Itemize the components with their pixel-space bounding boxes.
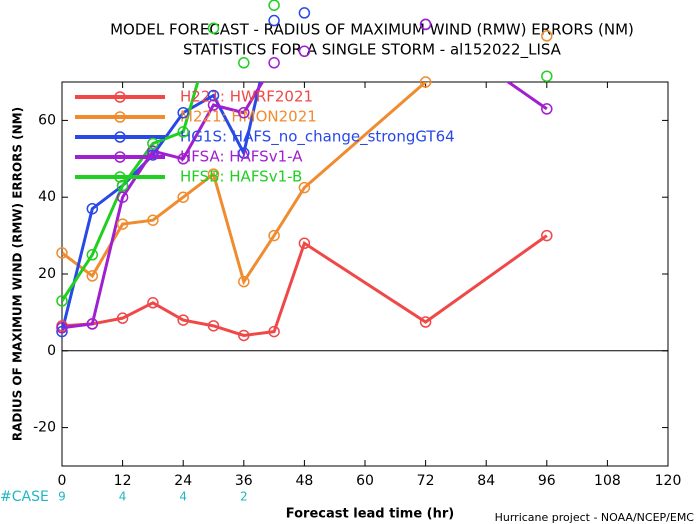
series-line: [62, 82, 262, 332]
series-marker: [177, 126, 189, 138]
x-tick-label: 12: [114, 473, 132, 489]
x-tick-label: 48: [295, 473, 313, 489]
x-axis-label: Forecast lead time (hr): [286, 507, 454, 522]
series-marker: [177, 106, 189, 119]
series-marker: [56, 295, 68, 307]
legend-label: HFSA: HAFSv1-A: [180, 148, 303, 166]
case-count: 4: [179, 490, 187, 504]
series-marker: [116, 312, 129, 324]
plot-lines: [62, 82, 548, 337]
series-marker: [207, 22, 220, 34]
series-marker: [147, 214, 159, 226]
series-marker: [56, 247, 68, 259]
case-count: 4: [119, 490, 127, 504]
series-marker: [419, 76, 432, 88]
series-marker: [541, 229, 553, 242]
series-marker: [177, 314, 189, 326]
y-tick-label: 60: [38, 112, 56, 128]
series-marker: [86, 202, 99, 215]
legend-marker: [114, 111, 126, 123]
series-marker: [238, 106, 250, 119]
legend-label: H221: HWRF2021: [180, 88, 313, 106]
series-marker: [86, 270, 99, 282]
x-tick-label: 36: [235, 473, 253, 489]
series-marker: [298, 181, 311, 194]
y-tick-label: 20: [38, 266, 56, 282]
series-marker: [116, 218, 129, 230]
x-tick-label: 84: [477, 473, 495, 489]
series-marker: [116, 191, 129, 203]
series-marker: [86, 318, 99, 330]
series-marker: [298, 7, 311, 19]
series-line: [62, 82, 200, 302]
x-tick-label: 72: [417, 473, 435, 489]
legend-marker: [114, 151, 126, 163]
series-marker: [238, 57, 250, 69]
legend-label: HFSB: HAFSv1-B: [180, 168, 302, 186]
x-tick-label: 60: [356, 473, 374, 489]
series-marker: [541, 70, 553, 82]
series-marker: [419, 316, 432, 328]
series-marker: [207, 320, 220, 332]
series-marker: [147, 149, 159, 161]
y-tick-label: 40: [38, 189, 56, 205]
x-tick-label: 0: [58, 473, 67, 489]
chart-title: MODEL FORECAST - RADIUS OF MAXIMUM WIND …: [110, 21, 634, 39]
series-marker: [268, 229, 280, 242]
series-marker: [207, 99, 220, 111]
x-tick-label: 108: [594, 473, 621, 489]
series-marker: [238, 275, 250, 288]
series-marker: [177, 153, 189, 165]
case-label: #CASE: [0, 489, 49, 505]
case-count: 2: [240, 490, 248, 504]
series-line: [62, 234, 548, 337]
series-marker: [298, 237, 311, 250]
series-marker: [268, 57, 280, 69]
series-marker: [268, 325, 280, 338]
case-count: 9: [58, 490, 66, 504]
x-tick-label: 24: [174, 473, 192, 489]
series-marker: [419, 18, 432, 31]
series-marker: [147, 137, 159, 150]
y-tick-label: 0: [47, 343, 56, 359]
legend-label: HG1S: HAFS_no_change_strongGT64: [180, 128, 455, 147]
x-tick-label: 96: [538, 473, 556, 489]
series-marker: [86, 249, 99, 261]
legend-marker: [114, 131, 126, 143]
legend-label: M221: HMON2021: [180, 108, 317, 126]
series-marker: [268, 0, 280, 11]
chart-subtitle: STATISTICS FOR A SINGLE STORM - al152022…: [183, 41, 562, 60]
y-tick-label: -20: [33, 420, 56, 436]
series-marker: [541, 30, 553, 42]
series-marker: [147, 297, 159, 309]
credit: Hurricane project - NOAA/NCEP/EMC: [495, 511, 695, 524]
series-marker: [56, 322, 68, 334]
series-marker: [268, 14, 280, 27]
series-marker: [56, 325, 68, 338]
series-marker: [207, 168, 220, 180]
series-marker: [298, 45, 311, 58]
x-tick-label: 120: [655, 473, 682, 489]
series-line: [62, 82, 548, 330]
legend-marker: [114, 91, 126, 103]
legend-marker: [114, 171, 126, 183]
series-marker: [238, 147, 250, 159]
series-marker: [541, 103, 553, 115]
series-marker: [238, 329, 250, 342]
series-marker: [177, 191, 189, 203]
y-axis-label: RADIUS OF MAXIMUM WIND (RMW) ERRORS (NM): [11, 107, 25, 441]
